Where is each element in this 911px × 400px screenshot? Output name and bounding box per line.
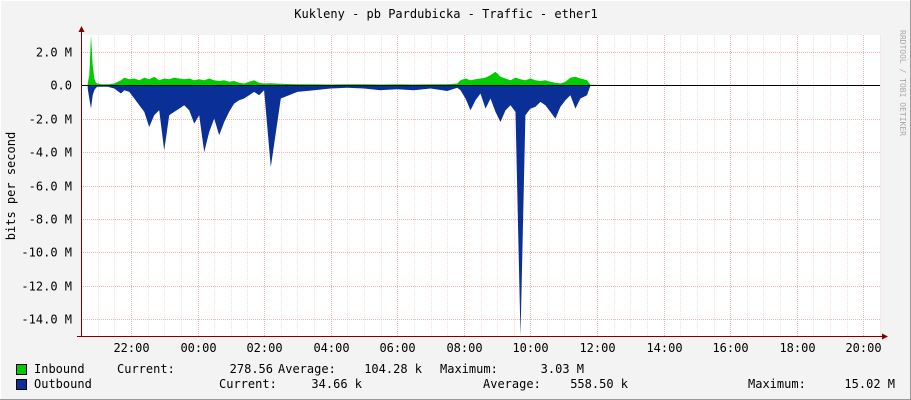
y-tick-label: -14.0 M [21, 313, 72, 327]
inbound-average-value: 104.28 k [364, 362, 422, 376]
x-tick-label: 22:00 [113, 341, 149, 355]
inbound-maximum-label: Maximum: [440, 362, 498, 376]
legend-row-inbound: Inbound Current: 278.56 Average: 104.28 … [16, 362, 584, 376]
outbound-current-value: 34.66 k [311, 377, 362, 391]
plot-area: 22:00 00:00 02:00 04:00 06:00 08:00 10:00 12:00… [21, 26, 888, 355]
y-tick-label: -6.0 M [29, 180, 72, 194]
series-area-inbound [87, 35, 880, 86]
x-tick-label: 02:00 [246, 341, 282, 355]
y-tick-label: -2.0 M [29, 113, 72, 127]
x-axis-arrow [882, 333, 888, 340]
outbound-average-value: 558.50 k [570, 377, 628, 391]
chart-title: Kukleny - pb Pardubicka - Traffic - ethe… [294, 7, 597, 21]
x-tick-label: 06:00 [379, 341, 415, 355]
y-tick-label: -12.0 M [21, 280, 72, 294]
y-tick-label: -4.0 M [29, 146, 72, 160]
inbound-maximum-value: 3.03 M [540, 362, 584, 376]
y-axis-arrow [78, 26, 85, 32]
y-tick-label: -10.0 M [21, 246, 72, 260]
rrdtool-watermark: RRDTOOL / TOBI OETIKER [898, 30, 907, 136]
outbound-swatch [16, 379, 27, 390]
y-tick-label: -8.0 M [29, 213, 72, 227]
frame-highlight-top [0, 0, 911, 1]
outbound-maximum-label: Maximum: [748, 377, 806, 391]
outbound-name: Outbound [34, 377, 92, 391]
x-tick-label: 14:00 [646, 341, 682, 355]
inbound-current-label: Current: [117, 362, 175, 376]
frame-highlight-left [0, 0, 1, 400]
y-axis-label: bits per second [4, 132, 18, 240]
x-tick-label: 00:00 [180, 341, 216, 355]
inbound-swatch [16, 364, 27, 375]
x-tick-label: 16:00 [712, 341, 748, 355]
outbound-average-label: Average: [483, 377, 541, 391]
y-tick-label: 0.0 [50, 79, 72, 93]
outbound-current-label: Current: [219, 377, 277, 391]
outbound-maximum-value: 15.02 M [844, 377, 895, 391]
y-tick-label: 2.0 M [36, 46, 72, 60]
x-tick-label: 10:00 [512, 341, 548, 355]
inbound-average-label: Average: [278, 362, 336, 376]
legend-row-outbound: Outbound Current: 34.66 k Average: 558.5… [16, 377, 895, 391]
x-tick-label: 12:00 [579, 341, 615, 355]
inbound-current-value: 278.56 [229, 362, 273, 376]
x-tick-label: 04:00 [313, 341, 349, 355]
x-tick-label: 18:00 [779, 341, 815, 355]
x-tick-label: 20:00 [845, 341, 881, 355]
inbound-name: Inbound [34, 362, 85, 376]
x-tick-label: 08:00 [446, 341, 482, 355]
series-area-outbound [87, 85, 880, 336]
